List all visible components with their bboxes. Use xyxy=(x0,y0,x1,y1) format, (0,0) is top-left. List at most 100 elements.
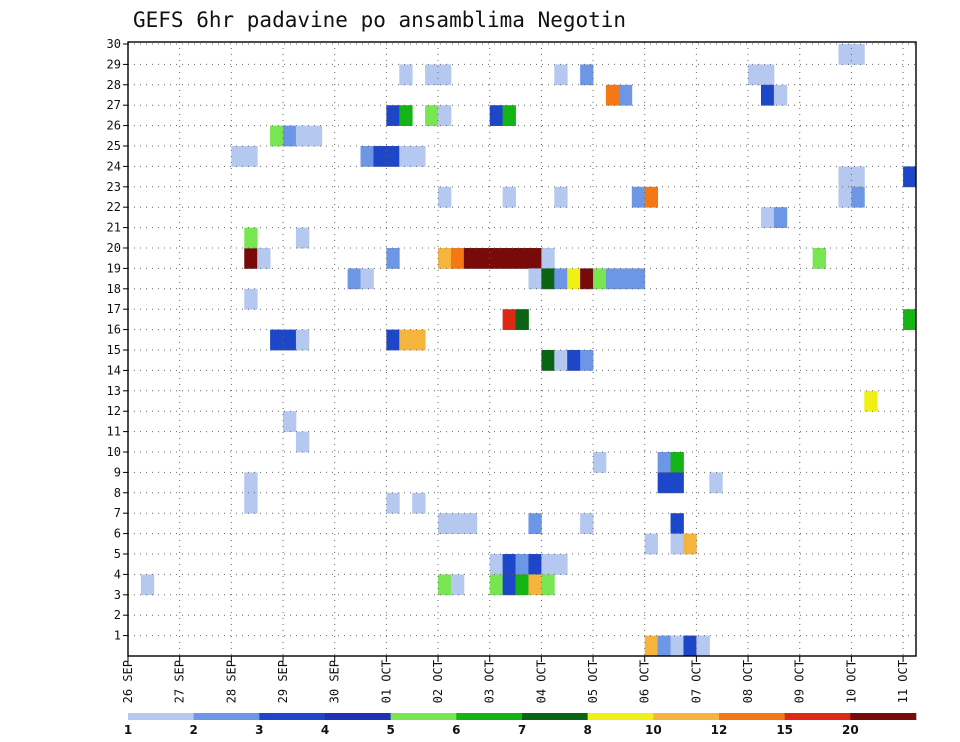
heatmap-cell-14 xyxy=(270,329,284,351)
heatmap-cell-38 xyxy=(425,105,439,126)
x-tick-label-30-SEP: 30 SEP xyxy=(328,660,342,703)
heatmap-cell-78 xyxy=(618,268,633,290)
heatmap-cell-8 xyxy=(244,472,258,494)
heatmap-cell-88 xyxy=(580,513,594,534)
y-tick-label-2: 2 xyxy=(114,608,121,622)
y-tick-label-27: 27 xyxy=(107,98,121,112)
x-tick-label-08-OCT: 08 OCT xyxy=(741,660,755,703)
heatmap-cell-106 xyxy=(696,635,710,657)
heatmap-cell-80 xyxy=(528,513,542,534)
y-tick-label-8: 8 xyxy=(114,486,121,500)
heatmap-cell-105 xyxy=(683,635,697,657)
heatmap-cell-118 xyxy=(851,166,865,188)
heatmap-cell-109 xyxy=(760,64,775,86)
heatmap-cell-9 xyxy=(244,492,258,514)
heatmap-cell-61 xyxy=(515,554,529,575)
heatmap-cell-32 xyxy=(399,329,413,351)
heatmap-cell-76 xyxy=(593,268,607,290)
heatmap-cell-19 xyxy=(295,431,310,453)
legend-swatch-2 xyxy=(259,713,326,720)
y-tick-label-26: 26 xyxy=(107,119,121,133)
heatmap-cell-100 xyxy=(670,533,684,555)
heatmap-cell-12 xyxy=(295,125,310,147)
heatmap-cell-83 xyxy=(567,350,581,371)
heatmap-cell-20 xyxy=(347,268,361,290)
heatmap-cell-48 xyxy=(528,248,542,269)
heatmap-cell-5 xyxy=(231,146,245,167)
x-tick-label-01-OCT: 01 OCT xyxy=(379,660,393,703)
y-tick-label-12: 12 xyxy=(107,404,121,418)
heatmap-cell-102 xyxy=(644,635,659,657)
heatmap-cell-64 xyxy=(554,554,568,575)
heatmap-cell-99 xyxy=(644,533,659,555)
heatmap-cell-89 xyxy=(593,452,607,473)
heatmap-cell-46 xyxy=(502,248,516,269)
heatmap-cell-24 xyxy=(399,64,413,86)
heatmap-cell-71 xyxy=(528,268,542,290)
heatmap-cell-53 xyxy=(450,574,465,596)
heatmap-cell-1 xyxy=(140,574,155,596)
heatmap-cells xyxy=(140,44,917,657)
x-tick-label-11-OCT: 11 OCT xyxy=(896,660,910,703)
heatmap-cell-41 xyxy=(438,248,452,269)
heatmap-cell-35 xyxy=(412,492,426,514)
heatmap-cell-25 xyxy=(386,105,400,126)
y-tick-label-30: 30 xyxy=(107,37,121,51)
heatmap-cell-42 xyxy=(450,248,465,269)
legend-swatch-6 xyxy=(522,713,588,720)
heatmap-cell-101 xyxy=(683,533,697,555)
heatmap-cell-59 xyxy=(489,554,504,575)
heatmap-cell-111 xyxy=(773,84,788,106)
y-tick-label-10: 10 xyxy=(107,445,121,459)
y-tick-label-28: 28 xyxy=(107,78,121,92)
y-tick-label-7: 7 xyxy=(114,506,121,520)
heatmap-cell-31 xyxy=(386,329,400,351)
y-tick-label-6: 6 xyxy=(114,527,121,541)
y-tick-label-1: 1 xyxy=(114,629,121,643)
heatmap-cell-65 xyxy=(489,574,504,596)
legend-label-15: 15 xyxy=(776,723,793,737)
y-tick-label-4: 4 xyxy=(114,567,121,581)
heatmap-cell-34 xyxy=(386,492,400,514)
heatmap-cell-121 xyxy=(903,166,917,188)
y-tick-label-29: 29 xyxy=(107,57,121,71)
x-tick-label-10-OCT: 10 OCT xyxy=(844,660,858,703)
legend-swatch-4 xyxy=(390,713,457,720)
heatmap-cell-26 xyxy=(399,105,413,126)
heatmap-cell-94 xyxy=(657,452,671,473)
heatmap-cell-98 xyxy=(670,513,684,534)
heatmap-cell-29 xyxy=(412,146,426,167)
heatmap-cell-120 xyxy=(851,186,865,208)
y-tick-label-19: 19 xyxy=(107,261,121,275)
heatmap-cell-93 xyxy=(644,186,659,208)
x-tick-label-03-OCT: 03 OCT xyxy=(483,660,497,703)
legend-swatch-10 xyxy=(784,713,851,720)
heatmap-cell-114 xyxy=(812,248,826,269)
x-tick-label-28-SEP: 28 SEP xyxy=(224,660,238,703)
x-tick-label-05-OCT: 05 OCT xyxy=(586,660,600,703)
heatmap-cell-110 xyxy=(760,84,775,106)
heatmap-cell-2 xyxy=(244,248,258,269)
heatmap-cell-112 xyxy=(760,207,775,228)
heatmap-cell-90 xyxy=(605,84,620,106)
heatmap-cell-82 xyxy=(554,350,568,371)
heatmap-cell-27 xyxy=(386,146,400,167)
plot-frame xyxy=(127,41,917,657)
heatmap-cell-77 xyxy=(605,268,620,290)
y-tick-label-17: 17 xyxy=(107,302,121,316)
legend-label-20: 20 xyxy=(842,723,859,737)
legend-label-7: 7 xyxy=(518,723,526,737)
heatmap-cell-47 xyxy=(515,248,529,269)
heatmap-cell-43 xyxy=(463,248,478,269)
legend-label-6: 6 xyxy=(452,723,460,737)
legend-label-5: 5 xyxy=(386,723,394,737)
y-tick-label-14: 14 xyxy=(107,363,121,377)
heatmap-cell-117 xyxy=(838,166,852,188)
heatmap-cell-40 xyxy=(438,186,452,208)
heatmap-cell-21 xyxy=(360,268,374,290)
heatmap-cell-91 xyxy=(618,84,633,106)
heatmap-cell-122 xyxy=(864,390,878,412)
heatmap-cell-84 xyxy=(580,350,594,371)
legend-swatch-5 xyxy=(456,713,523,720)
